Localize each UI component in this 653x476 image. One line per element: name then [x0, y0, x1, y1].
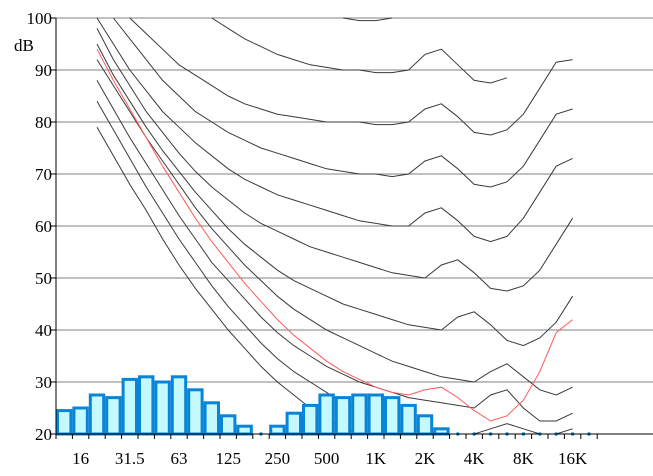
contour-line-3	[129, 17, 573, 136]
contour-line-4	[113, 17, 573, 188]
contour-line-8	[96, 59, 573, 396]
contour-line-2	[211, 17, 508, 84]
bar-40	[138, 375, 155, 436]
y-tick-label-60: 60	[35, 217, 52, 236]
axes	[51, 17, 653, 439]
bar-63	[170, 375, 188, 436]
bar-20	[88, 393, 106, 436]
x-tick-label-4K: 4K	[464, 449, 486, 468]
y-tick-label-20: 20	[35, 425, 52, 444]
gridlines	[56, 17, 653, 435]
x-tick-label-8K: 8K	[513, 449, 535, 468]
equal-loudness-contours	[96, 17, 574, 435]
y-tick-label-40: 40	[35, 321, 52, 340]
x-tick-label-16K: 16K	[558, 449, 588, 468]
spectrum-bars	[56, 375, 591, 436]
bar-16	[72, 406, 89, 436]
y-tick-label-70: 70	[35, 165, 52, 184]
contour-line-1	[342, 17, 393, 22]
y-tick-label-80: 80	[35, 113, 52, 132]
bar-2.5K	[433, 427, 450, 436]
bar-100	[203, 401, 221, 436]
x-tick-label-1K: 1K	[365, 449, 387, 468]
bar-50	[154, 380, 171, 436]
bar-315	[285, 411, 303, 436]
x-tick-label-125: 125	[215, 449, 241, 468]
bar-2K	[416, 414, 434, 436]
hearing-threshold-line	[96, 48, 573, 422]
x-tick-label-31.5: 31.5	[115, 449, 145, 468]
x-tick-label-250: 250	[265, 449, 291, 468]
y-tick-label-100: 100	[27, 9, 53, 28]
bar-12.5	[56, 409, 73, 436]
contour-line-6	[96, 28, 574, 292]
bar-1K	[367, 393, 385, 436]
bar-630	[334, 396, 352, 436]
x-tick-label-63: 63	[171, 449, 188, 468]
bar-160	[236, 424, 253, 436]
y-tick-label-50: 50	[35, 269, 52, 288]
y-tick-label-90: 90	[35, 61, 52, 80]
bar-800	[351, 393, 368, 436]
bar-25	[105, 396, 122, 436]
bar-1.6K	[400, 403, 417, 436]
contour-line-5	[96, 17, 573, 243]
bar-250	[269, 424, 286, 436]
y-tick-label-30: 30	[35, 373, 52, 392]
bar-400	[302, 403, 319, 436]
contour-line-7	[96, 43, 574, 347]
bar-31.5	[121, 377, 138, 436]
x-tick-label-500: 500	[314, 449, 340, 468]
bar-125	[220, 414, 237, 436]
tick-labels: 20 30 40 50 60 70 80 90 100 16 31.5 63 125 250 500 1K 2K…	[27, 9, 588, 468]
contour-line-9	[96, 80, 573, 422]
x-tick-label-16: 16	[72, 449, 89, 468]
x-tick-label-2K: 2K	[415, 449, 437, 468]
bar-80	[187, 388, 204, 436]
bar-1.25K	[384, 396, 401, 436]
y-unit-label: dB	[14, 36, 34, 55]
bar-500	[318, 393, 335, 436]
